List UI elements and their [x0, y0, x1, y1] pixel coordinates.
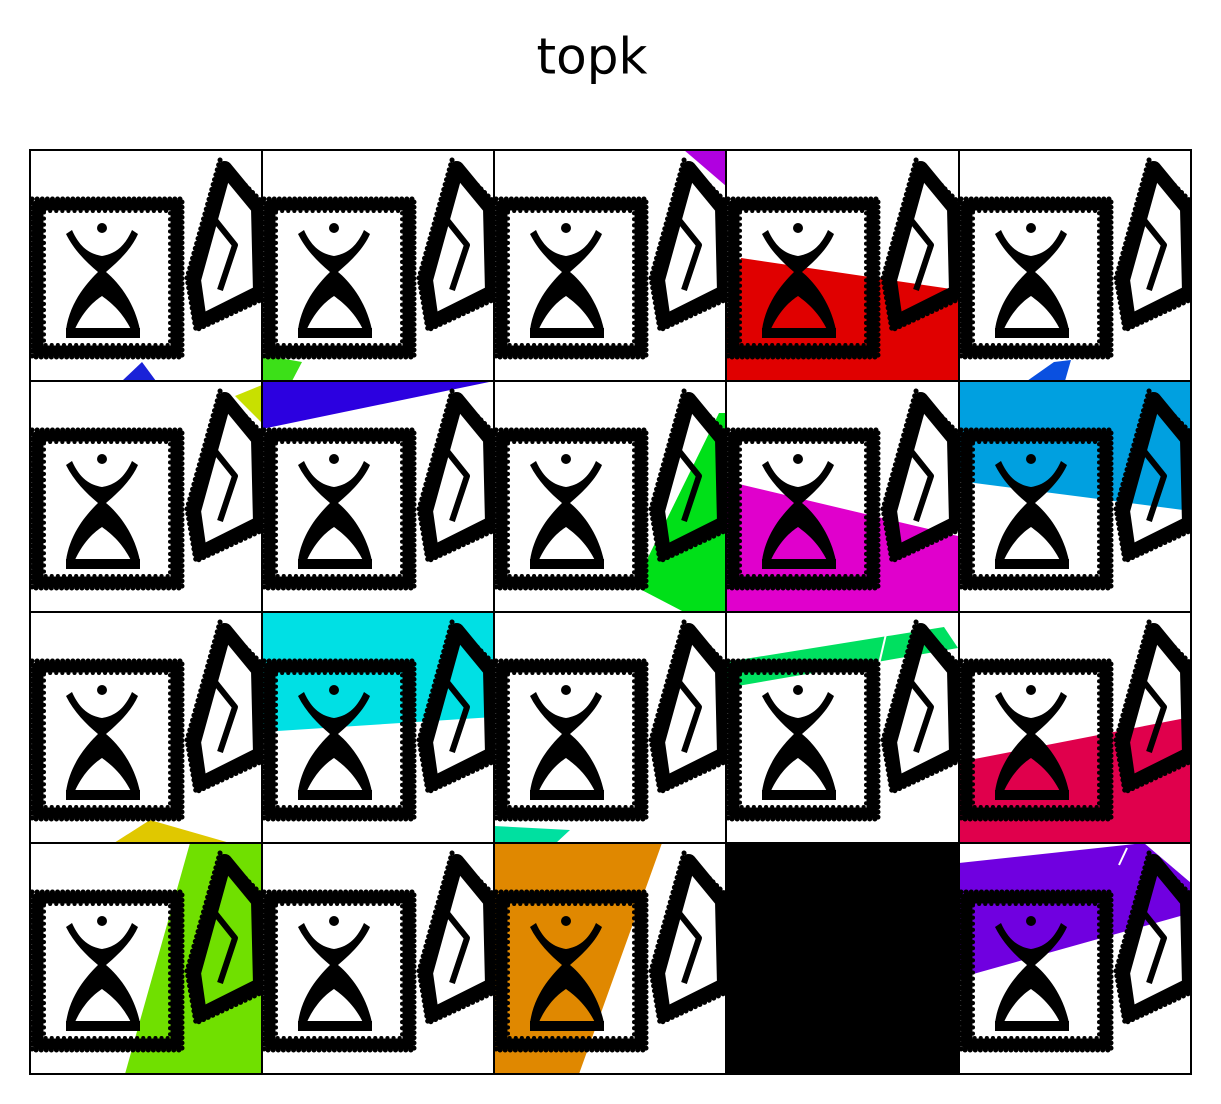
scatter-points: [32, 391, 265, 588]
region: [262, 381, 494, 429]
scatter-points: [264, 160, 497, 357]
region: [684, 150, 726, 186]
panel: [959, 843, 1191, 1050]
region: [726, 843, 958, 1074]
panel: [262, 160, 497, 381]
region: [1027, 360, 1071, 381]
panel: [726, 160, 958, 381]
panel: [494, 622, 729, 843]
panel: [959, 381, 1191, 588]
panel-frames: [29, 149, 1192, 1075]
region: [634, 413, 726, 612]
region: [114, 820, 230, 843]
panel: [32, 622, 265, 843]
scatter-points: [264, 853, 497, 1050]
scatter-points: [496, 622, 729, 819]
region-edge: [1118, 847, 1128, 866]
panel: [726, 391, 958, 612]
panel: [961, 160, 1194, 381]
panel: [32, 385, 265, 588]
scatter-points: [32, 622, 265, 819]
panel: [959, 622, 1191, 843]
panel: [32, 843, 262, 1074]
region: [122, 362, 156, 381]
region: [235, 385, 262, 423]
panel: [32, 160, 265, 381]
panel: [726, 843, 958, 1074]
panel: [496, 150, 729, 357]
panel: [494, 843, 729, 1074]
panel: [496, 391, 726, 612]
figure-title: topk: [537, 28, 648, 86]
region: [494, 826, 570, 843]
scatter-points: [496, 160, 729, 357]
panel: [262, 612, 494, 819]
panel: [262, 381, 494, 588]
scatter-points: [32, 160, 265, 357]
panel: [264, 853, 497, 1050]
region: [262, 355, 302, 381]
panel: [726, 622, 958, 819]
scatter-points: [961, 160, 1194, 357]
